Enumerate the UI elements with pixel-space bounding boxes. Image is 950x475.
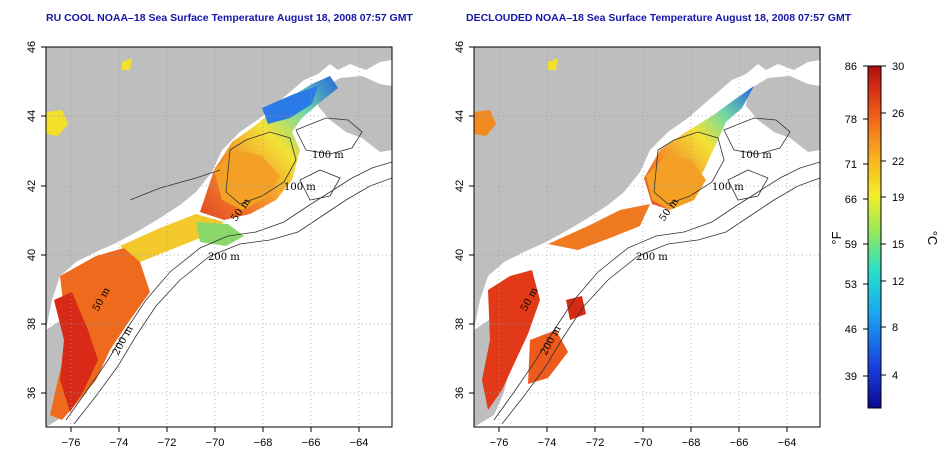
contour-label: 200 m — [636, 252, 668, 263]
land-nova-scotia — [746, 76, 820, 152]
right-map-title: DECLOUDED NOAA–18 Sea Surface Temperatur… — [466, 12, 852, 24]
contour-label: 100 m — [712, 182, 744, 193]
lon-tick-label: −70 — [634, 437, 653, 449]
colorbar-f-label: 71 — [845, 159, 857, 171]
lat-tick-label: 42 — [454, 180, 466, 192]
lat-tick-label: 44 — [454, 110, 466, 122]
lon-tick-label: −66 — [730, 437, 749, 449]
colorbar-c-label: 19 — [892, 192, 904, 204]
lon-tick-label: −66 — [302, 437, 321, 449]
colorbar-gradient — [867, 65, 882, 409]
contour-label: 100 m — [740, 150, 772, 161]
land-mainland — [474, 47, 820, 330]
lon-tick-label: −76 — [62, 437, 81, 449]
lon-tick-label: −68 — [682, 437, 701, 449]
land-nova-scotia — [318, 76, 392, 152]
lon-tick-label: −70 — [206, 437, 225, 449]
left-lat-ticks — [41, 46, 46, 394]
land-mainland — [46, 47, 392, 330]
sst-field-shelf — [548, 204, 650, 250]
contour-label: 100 m — [312, 150, 344, 161]
sst-field-small — [566, 296, 586, 320]
lon-tick-label: −72 — [586, 437, 605, 449]
colorbar-unit-fahrenheit: °F — [829, 231, 844, 244]
colorbar-f-label: 59 — [845, 239, 857, 251]
right-lat-ticks — [469, 46, 474, 394]
lat-tick-label: 38 — [454, 318, 466, 330]
lat-tick-label: 42 — [26, 180, 38, 192]
right-map-frame — [473, 46, 821, 428]
lat-tick-label: 40 — [26, 249, 38, 261]
colorbar-ticks — [863, 65, 886, 377]
colorbar-c-label: 4 — [892, 370, 898, 382]
colorbar: 86 78 71 66 59 53 46 39 30 26 22 19 15 1… — [829, 61, 940, 409]
lat-tick-label: 44 — [26, 110, 38, 122]
colorbar-f-label: 53 — [845, 279, 857, 291]
colorbar-unit-celsius: °C — [925, 231, 940, 246]
sst-field-lake — [122, 58, 132, 70]
graticule — [474, 47, 820, 427]
bathymetry-contours — [65, 117, 392, 425]
sst-field-midatlantic — [482, 270, 540, 410]
bathymetry-contours — [493, 117, 820, 425]
colorbar-f-label: 46 — [845, 324, 857, 336]
lon-tick-label: −76 — [490, 437, 509, 449]
colorbar-f-label: 66 — [845, 194, 857, 206]
colorbar-f-label: 78 — [845, 114, 857, 126]
sst-field-bay-of-fundy — [46, 110, 68, 136]
sst-field-lake — [548, 58, 558, 70]
lon-tick-label: −68 — [254, 437, 273, 449]
sst-field-cool-patch — [262, 86, 318, 124]
colorbar-c-label: 8 — [892, 322, 898, 334]
colorbar-c-label: 26 — [892, 108, 904, 120]
lat-tick-label: 36 — [454, 387, 466, 399]
sst-field-bay-of-fundy — [474, 110, 496, 136]
right-map-panel: 100 m 100 m 50 m 200 m 50 m 200 m 46 44 … — [454, 41, 821, 449]
lat-tick-label: 40 — [454, 249, 466, 261]
left-map-title: RU COOL NOAA–18 Sea Surface Temperature … — [46, 12, 413, 24]
contour-label: 100 m — [284, 182, 316, 193]
lat-tick-label: 36 — [26, 387, 38, 399]
lat-tick-label: 38 — [26, 318, 38, 330]
colorbar-c-label: 30 — [892, 61, 904, 73]
colorbar-c-label: 22 — [892, 156, 904, 168]
left-lon-ticks — [70, 427, 360, 432]
sst-field-chesapeake — [54, 292, 98, 412]
lon-tick-label: −74 — [110, 437, 129, 449]
lon-tick-label: −74 — [538, 437, 557, 449]
left-map-panel: 100 m 100 m 50 m 200 m 50 m 200 m 46 44 … — [26, 41, 393, 449]
sst-field-offshore — [528, 330, 568, 384]
lon-tick-label: −64 — [350, 437, 369, 449]
colorbar-c-label: 12 — [892, 276, 904, 288]
contour-label: 200 m — [208, 252, 240, 263]
lat-tick-label: 46 — [26, 41, 38, 53]
graticule — [46, 47, 392, 427]
colorbar-f-label: 39 — [845, 371, 857, 383]
lon-tick-label: −64 — [778, 437, 797, 449]
left-map-frame — [45, 46, 393, 428]
colorbar-f-label: 86 — [845, 61, 857, 73]
lon-tick-label: −72 — [158, 437, 177, 449]
colorbar-c-label: 15 — [892, 239, 904, 251]
lat-tick-label: 46 — [454, 41, 466, 53]
right-lon-ticks — [498, 427, 788, 432]
sst-field-nantucket — [196, 222, 244, 246]
